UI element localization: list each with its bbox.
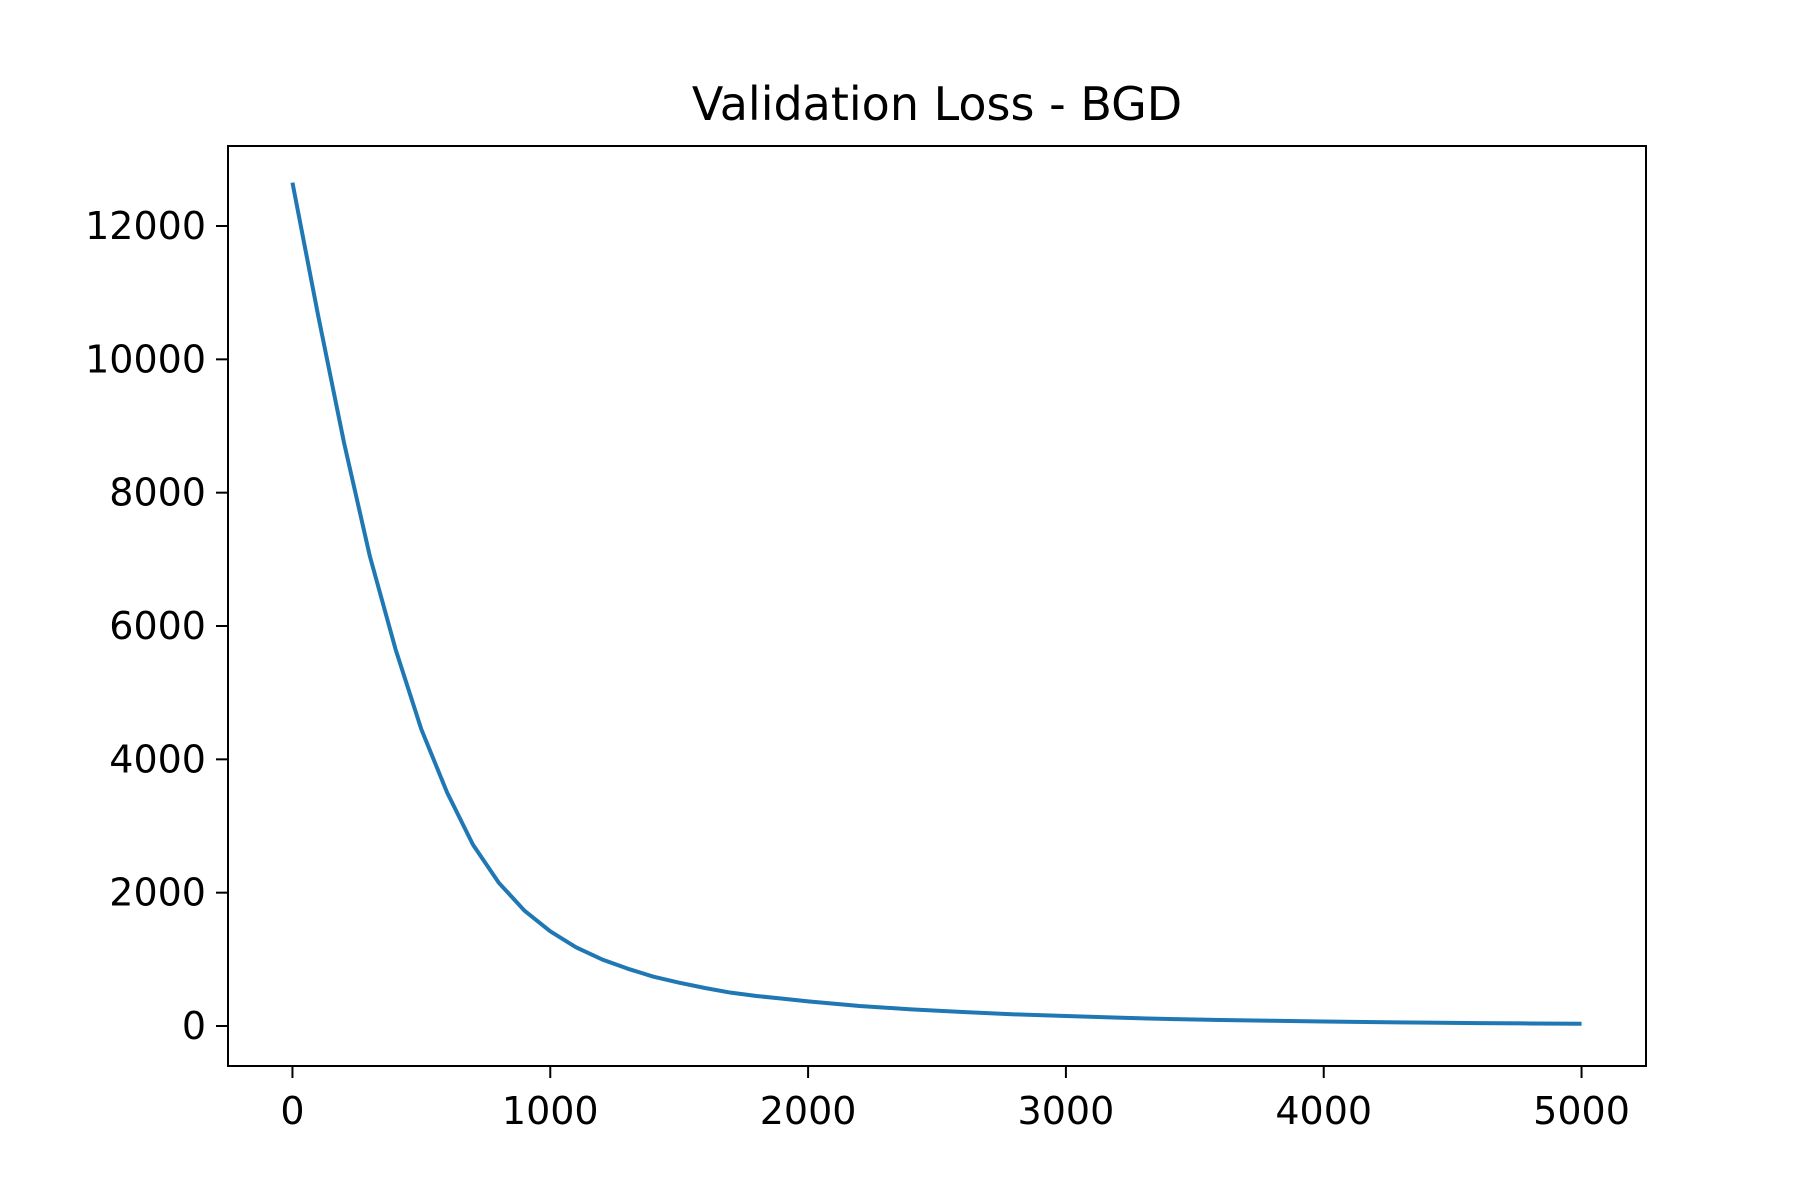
x-tick-label: 2000: [760, 1089, 857, 1133]
x-axis: 0 1000 2000 3000 4000 5000: [280, 1066, 1630, 1133]
y-tick-label: 8000: [109, 471, 206, 515]
y-tick-label: 12000: [85, 204, 206, 248]
y-tick-label: 10000: [85, 337, 206, 381]
series-line: [290, 182, 1582, 1026]
y-tick-label: 0: [182, 1004, 206, 1048]
x-tick-label: 0: [280, 1089, 304, 1133]
x-tick-label: 5000: [1533, 1089, 1630, 1133]
y-axis: 0 2000 4000 6000 8000 10000 12000: [85, 204, 228, 1048]
series-layer: [290, 182, 1582, 1026]
y-tick-label: 4000: [109, 737, 206, 781]
plot-frame: [227, 145, 1647, 1067]
x-tick-label: 4000: [1275, 1089, 1372, 1133]
y-tick-label: 2000: [109, 871, 206, 915]
y-tick-label: 6000: [109, 604, 206, 648]
chart-title: Validation Loss - BGD: [692, 77, 1182, 131]
x-tick-label: 3000: [1018, 1089, 1115, 1133]
x-tick-label: 1000: [502, 1089, 599, 1133]
